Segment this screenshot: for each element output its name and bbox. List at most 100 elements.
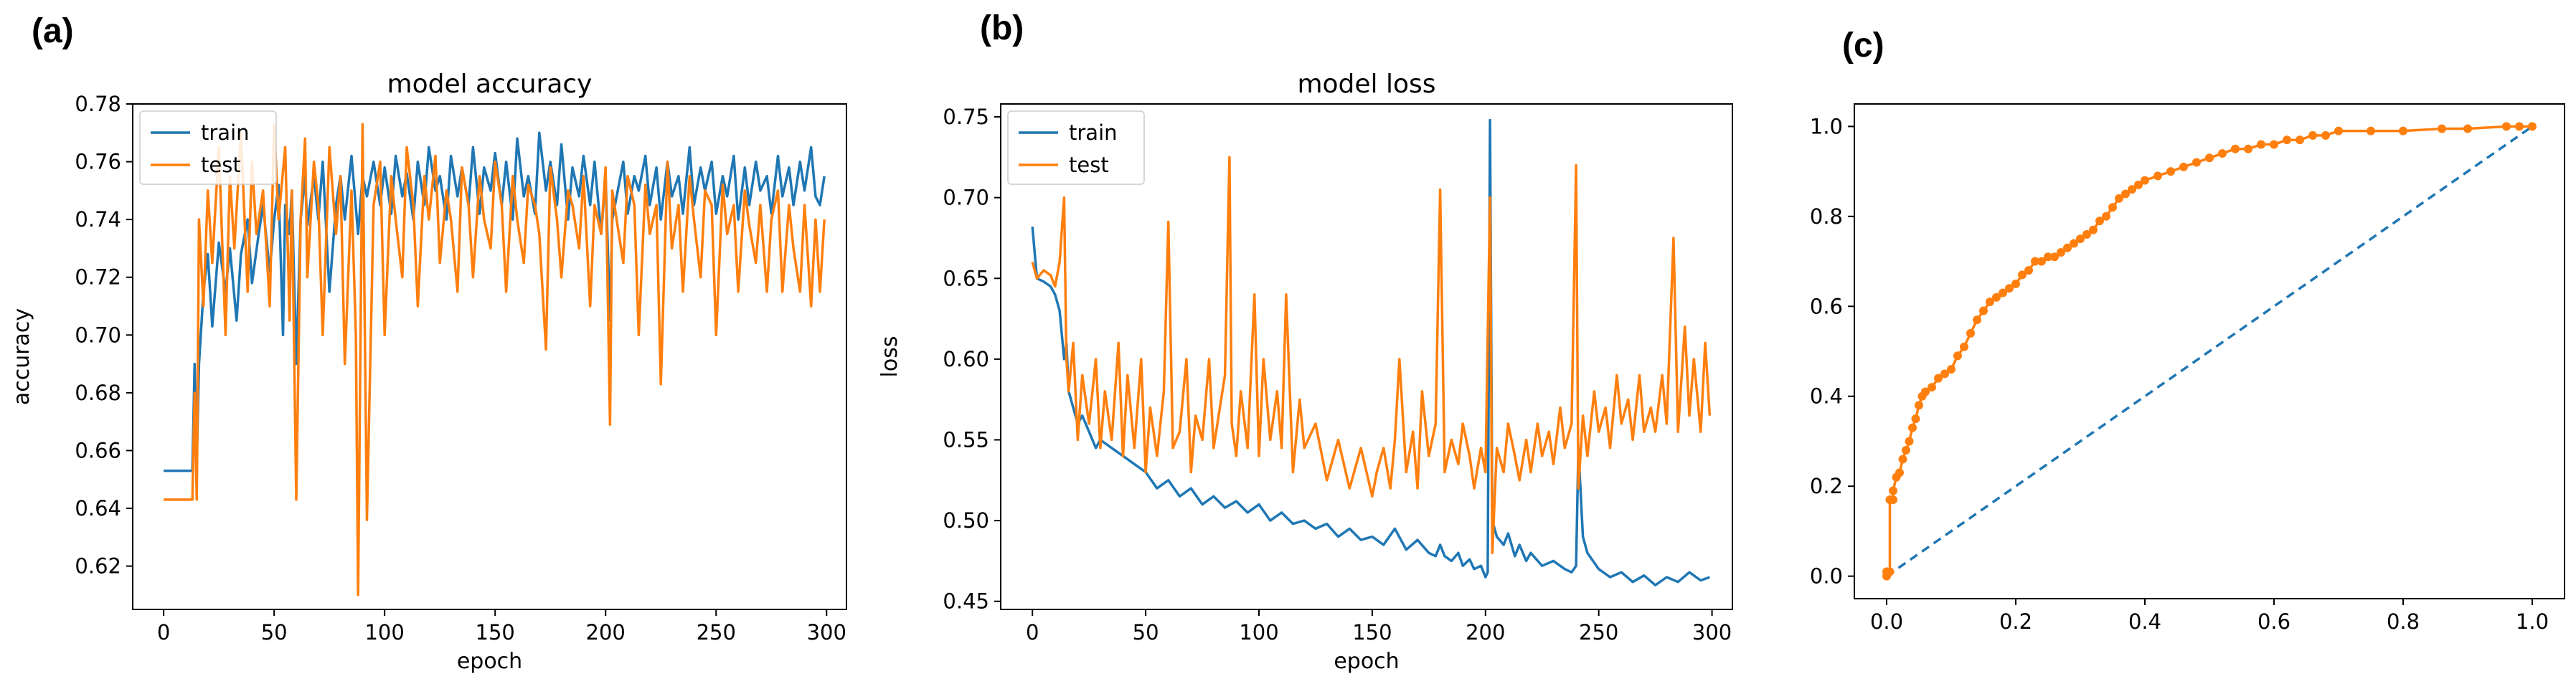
data-point (2128, 185, 2136, 194)
data-point (2270, 140, 2278, 149)
data-point (1908, 423, 1917, 432)
x-tick-label: 250 (697, 620, 736, 645)
data-point (2367, 126, 2375, 136)
data-point (2024, 266, 2033, 275)
data-point (2231, 144, 2240, 153)
data-point (1898, 455, 1907, 464)
y-tick-label: 0.2 (1810, 474, 1843, 498)
x-tick-label: 0.6 (2257, 609, 2290, 634)
data-point (1902, 446, 1910, 455)
data-point (2070, 239, 2078, 248)
y-tick-label: 0.65 (943, 266, 989, 290)
x-tick-label: 200 (586, 620, 626, 645)
data-point (2115, 194, 2123, 203)
panel-label-b: (b) (980, 9, 1024, 47)
data-point (2166, 167, 2175, 176)
data-point (1921, 387, 1930, 396)
chart-title: model accuracy (387, 70, 593, 99)
data-point (1889, 495, 1897, 504)
data-point (2153, 171, 2162, 181)
y-tick-label: 0.78 (75, 92, 121, 116)
panel-label-c: (c) (1842, 27, 1884, 65)
y-axis-label: loss (877, 336, 902, 378)
x-tick-label: 150 (476, 620, 515, 645)
x-tick-label: 150 (1352, 620, 1392, 645)
y-tick-label: 0.4 (1810, 384, 1843, 409)
x-tick-label: 0.2 (1999, 609, 2032, 634)
series-line-test (164, 123, 826, 597)
data-point (2308, 130, 2317, 140)
legend-label-train: train (201, 120, 250, 145)
y-tick-label: 0.60 (943, 347, 989, 371)
accuracy-chart: 0 50 100 150 200 250 300 0.62 0.64 0.66 0.68 0.70 0.… (9, 70, 847, 674)
y-tick-label: 0.8 (1810, 204, 1843, 229)
y-tick-label: 0.62 (75, 554, 121, 579)
x-tick-label: 300 (1692, 620, 1732, 645)
y-tick-label: 0.66 (75, 438, 121, 462)
data-point (1928, 383, 1936, 392)
data-point (2121, 189, 2130, 199)
legend: train test (1007, 110, 1145, 185)
x-tick-label: 50 (1133, 620, 1159, 645)
data-point (1940, 369, 1949, 379)
data-point (1895, 468, 1904, 477)
data-point (2463, 124, 2472, 133)
y-tick-label: 0.45 (943, 589, 989, 614)
y-tick-label: 1.0 (1810, 114, 1843, 138)
x-tick-label: 50 (261, 620, 288, 645)
data-point (2528, 122, 2537, 131)
y-tick-label: 0.0 (1810, 564, 1843, 589)
x-tick-label: 200 (1466, 620, 1505, 645)
data-point (2037, 257, 2046, 266)
data-point (1911, 414, 1920, 424)
data-point (2257, 140, 2265, 149)
data-point (2082, 229, 2091, 239)
data-point (2057, 248, 2065, 257)
data-point (2031, 257, 2039, 266)
legend: train test (139, 110, 277, 185)
data-point (2018, 270, 2027, 280)
y-tick-label: 0.75 (943, 105, 989, 129)
roc-chart: 0.0 0.2 0.4 0.6 0.8 1.0 0.0 0.2 0.4 0.6 0.8 1.0 (1810, 103, 2565, 634)
data-point (2502, 122, 2511, 131)
x-tick-label: 0.8 (2387, 609, 2420, 634)
data-point (2011, 279, 2020, 288)
data-point (2141, 176, 2149, 185)
y-tick-label: 0.70 (943, 186, 989, 210)
data-point (2334, 126, 2343, 136)
data-point (2179, 162, 2188, 171)
x-tick-label: 100 (364, 620, 404, 645)
data-point (1979, 306, 1988, 315)
plot-frame (1000, 103, 1733, 610)
data-point (2134, 180, 2143, 189)
legend-label-test: test (1069, 153, 1109, 177)
series-line-chance (1885, 125, 2534, 578)
data-point (2205, 153, 2214, 163)
data-point (1999, 288, 2007, 298)
x-tick-label: 0.0 (1870, 609, 1903, 634)
chart-title: model loss (1297, 70, 1435, 99)
x-tick-label: 300 (807, 620, 846, 645)
x-tick-label: 0.4 (2128, 609, 2161, 634)
data-point (1905, 437, 1914, 446)
y-axis-label: accuracy (9, 308, 34, 405)
x-tick-label: 250 (1579, 620, 1618, 645)
data-point (2089, 225, 2098, 234)
data-point (2399, 126, 2407, 136)
data-point (2108, 203, 2117, 212)
x-tick-label: 0 (157, 620, 170, 645)
data-point (2296, 136, 2304, 145)
data-point (2076, 234, 2085, 244)
data-point (2192, 158, 2201, 167)
data-point (2102, 212, 2110, 221)
data-point (1973, 315, 1981, 325)
data-point (2244, 144, 2252, 153)
y-tick-label: 0.76 (75, 150, 121, 174)
data-point (2050, 252, 2059, 262)
data-point (2438, 124, 2446, 133)
y-tick-label: 0.55 (943, 427, 989, 452)
y-tick-label: 0.70 (75, 323, 121, 347)
legend-label-test: test (201, 153, 241, 177)
y-tick-label: 0.68 (75, 381, 121, 405)
